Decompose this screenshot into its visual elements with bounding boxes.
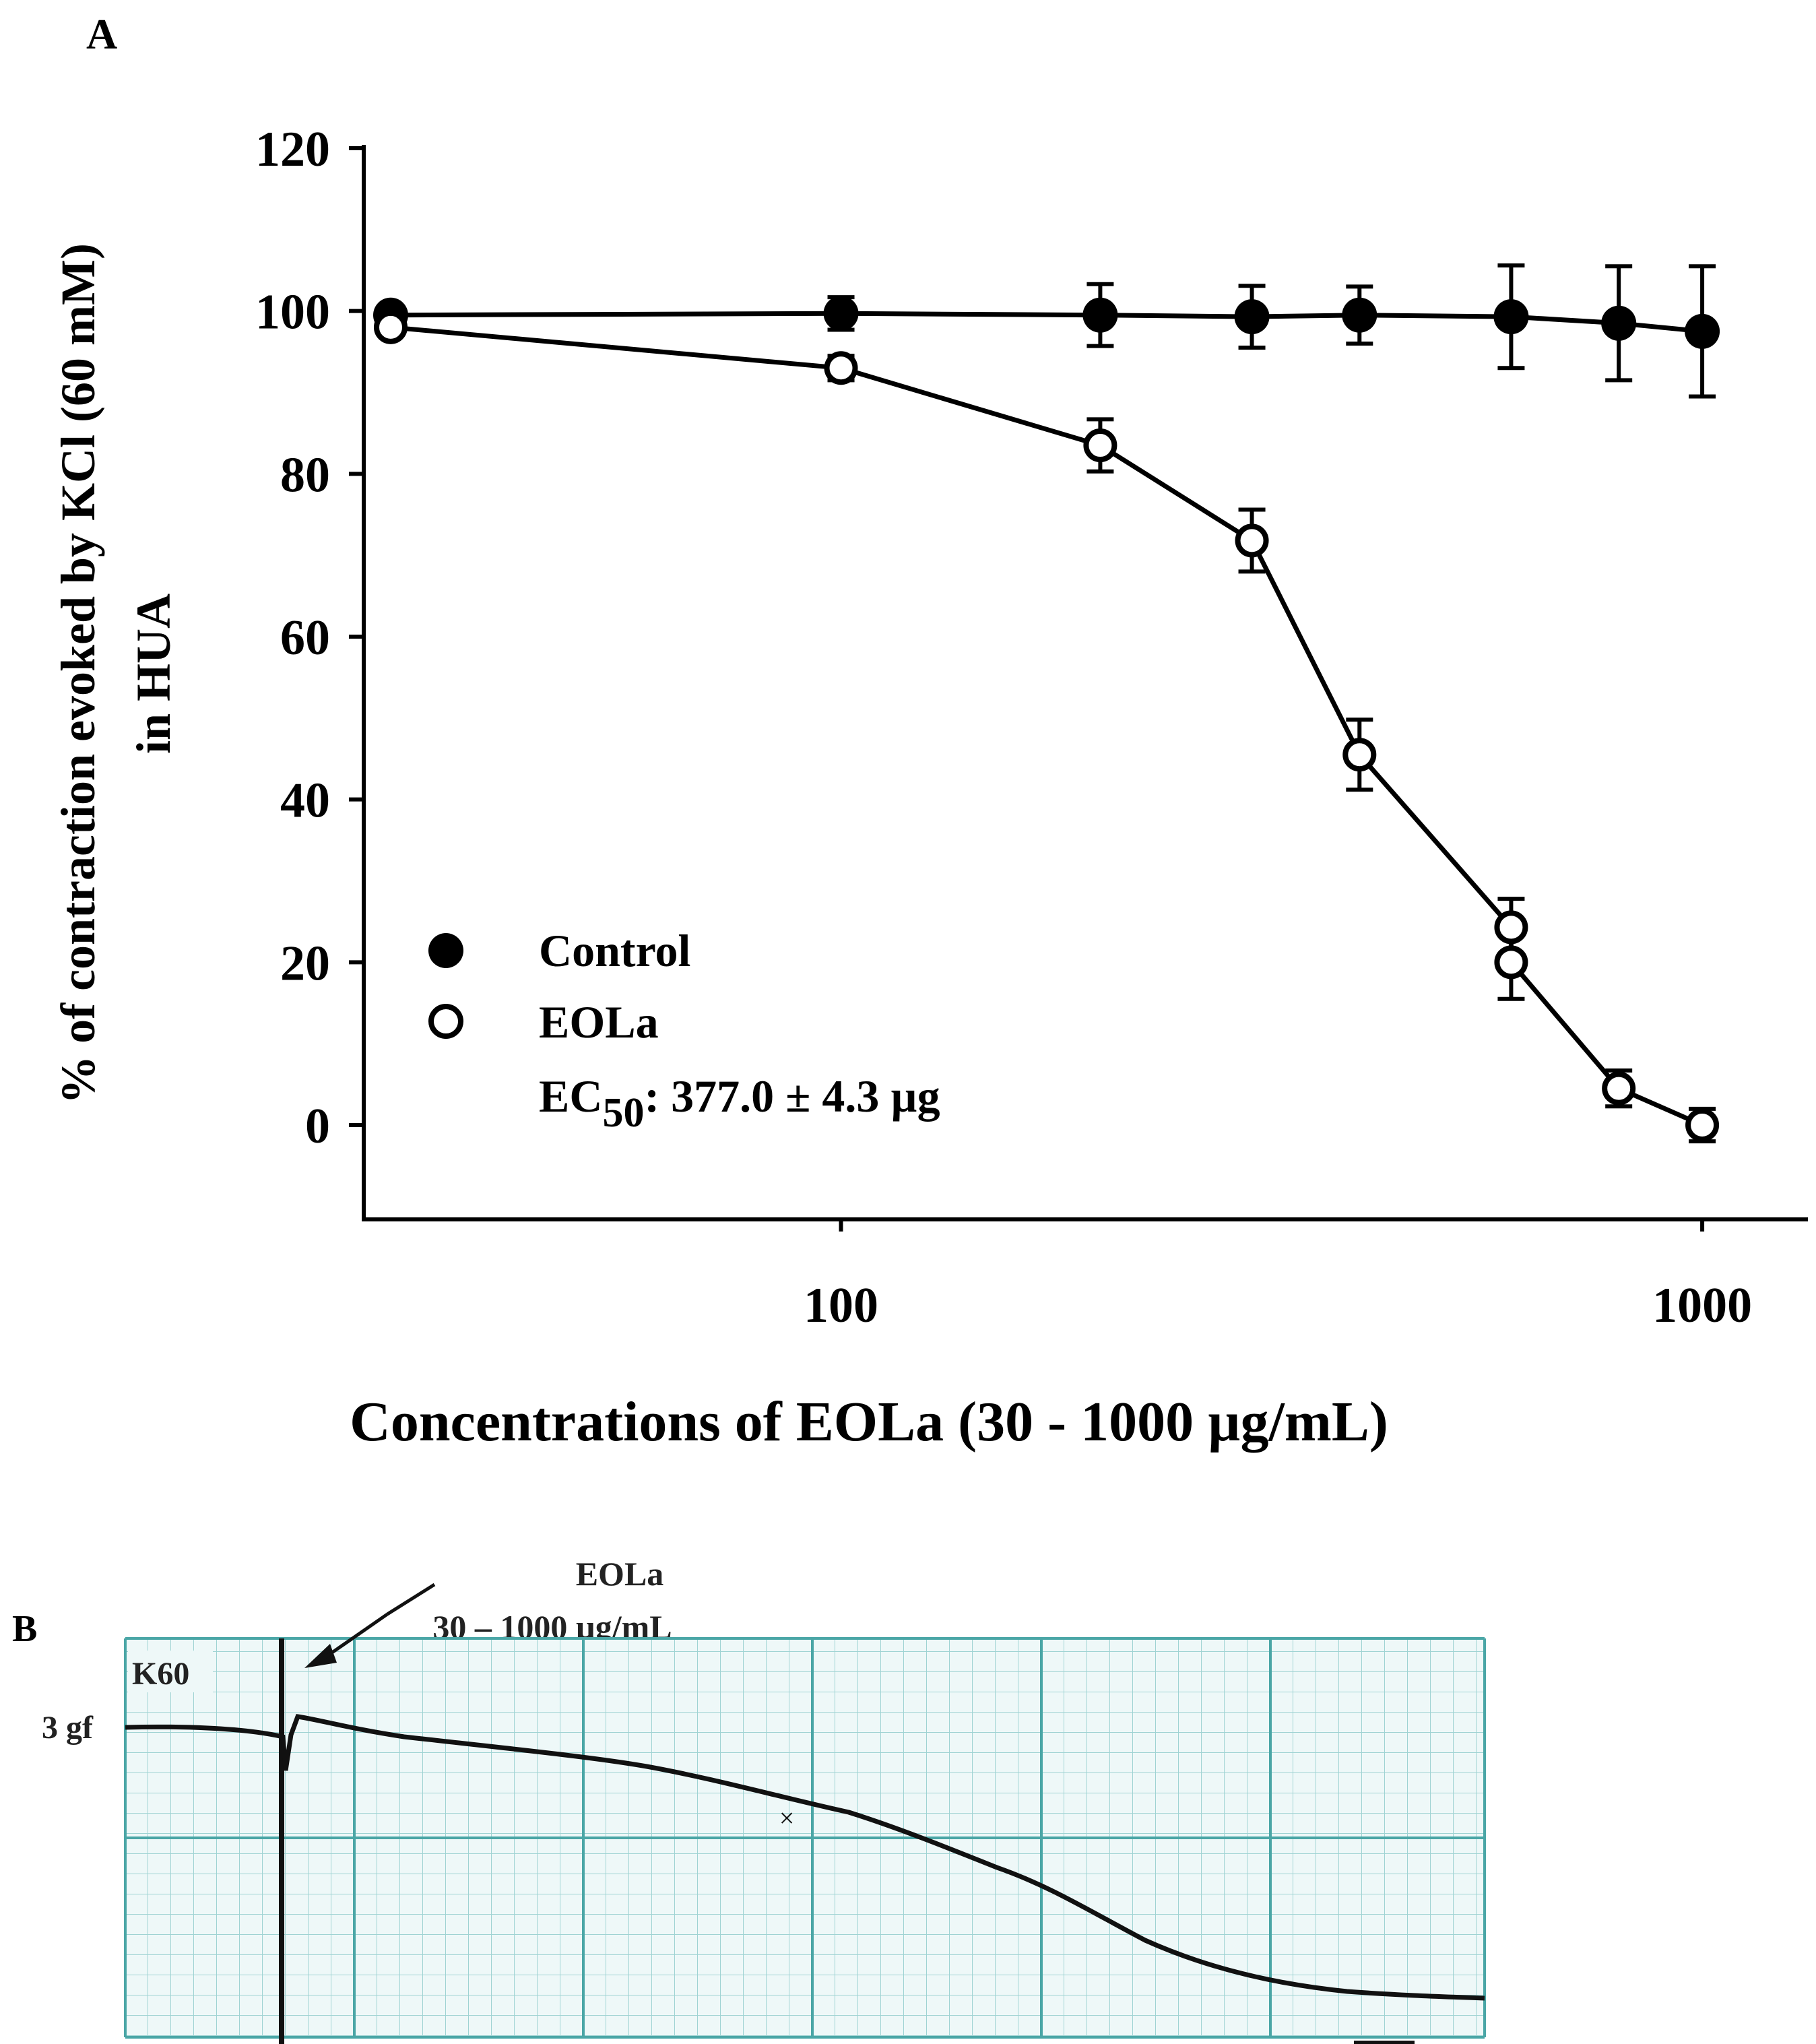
data-point-control <box>1082 297 1118 333</box>
x-axis-label: Concentrations of EOLa (30 - 1000 µg/mL) <box>350 1391 1388 1453</box>
axes <box>362 145 1808 1221</box>
data-point-eola <box>1342 738 1377 772</box>
drug-arrow-head <box>304 1644 337 1668</box>
panel-b-label: B <box>12 1608 37 1650</box>
scale-label-3gf: 3 gf <box>42 1710 94 1746</box>
y-ticks: 0 20 40 60 80 100 120 <box>255 122 364 1154</box>
legend-marker-control <box>428 933 463 968</box>
x-tick-label: 100 <box>804 1278 878 1333</box>
data-point-control <box>1493 299 1529 335</box>
y-tick-label: 60 <box>280 610 330 666</box>
data-point-eola <box>1602 1071 1636 1106</box>
chart-a: 0 20 40 60 80 100 120 100 1000 Concentrations o… <box>51 122 1808 1453</box>
legend-marker-eola <box>428 1004 463 1039</box>
trace-x-mark: × <box>779 1803 795 1833</box>
y-axis-label-line1: % of contraction evoked by KCl (60 mM) <box>51 243 105 1104</box>
data-point-eola <box>1083 428 1117 463</box>
ec50-subscript: 50 <box>602 1090 644 1136</box>
k60-label: K60 <box>132 1656 189 1692</box>
y-tick-label: 40 <box>280 773 330 829</box>
data-point-eola <box>1235 523 1269 558</box>
tension-trace <box>125 1714 1485 2001</box>
y-tick-label: 120 <box>255 122 330 177</box>
data-point-control <box>1234 299 1270 335</box>
y-tick-label: 100 <box>255 285 330 340</box>
panel-a-label: A <box>86 10 117 58</box>
trace-drug-name: EOLa <box>576 1555 664 1593</box>
ec50-prefix: EC <box>539 1071 602 1122</box>
ec50-value: : 377.0 ± 4.3 µg <box>644 1071 940 1122</box>
data-point-control <box>823 296 859 331</box>
data-point-eola <box>1685 1108 1720 1142</box>
data-point-eola <box>1494 945 1528 980</box>
data-point-eola <box>824 351 858 385</box>
y-tick-label: 0 <box>305 1099 330 1154</box>
series-layer <box>373 263 1720 1144</box>
data-point-control <box>1342 297 1377 333</box>
data-point-control <box>1685 313 1720 349</box>
legend-label-control: Control <box>539 925 690 976</box>
legend-label-eola: EOLa <box>539 996 659 1048</box>
data-point-control <box>1601 305 1637 341</box>
ec50-label: EC50: 377.0 ± 4.3 µg <box>539 1071 940 1136</box>
x-ticks: 100 1000 <box>804 1219 1752 1333</box>
y-tick-label: 80 <box>280 447 330 503</box>
y-tick-label: 20 <box>280 936 330 991</box>
data-point-eola <box>1494 910 1528 945</box>
y-axis-label-line2: in HUA <box>127 594 181 754</box>
legend: Control EOLa EC50: 377.0 ± 4.3 µg <box>428 925 940 1136</box>
x-tick-label: 1000 <box>1652 1278 1752 1333</box>
data-point-eola <box>374 310 408 344</box>
trace-panel: EOLa 30 – 1000 µg/mL K60 3 gf × <box>42 1555 1486 2044</box>
y-axis-label-group: % of contraction evoked by KCl (60 mM) i… <box>51 243 181 1104</box>
drug-arrow-shaft-lower <box>322 1612 389 1661</box>
series-line-control <box>390 311 1703 334</box>
drug-arrow-shaft <box>386 1583 436 1616</box>
k60-label-bg <box>128 1651 213 1692</box>
